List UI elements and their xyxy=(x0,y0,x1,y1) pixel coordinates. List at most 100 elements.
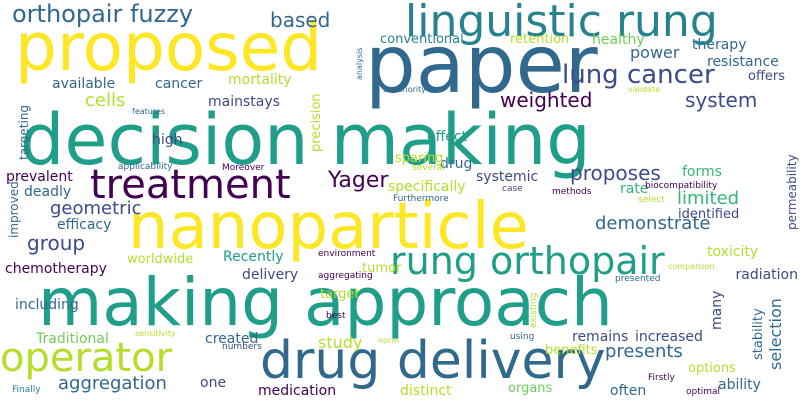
word-treatment: treatment xyxy=(90,162,291,208)
word-demonstrate: demonstrate xyxy=(595,213,711,234)
word-yager: Yager xyxy=(328,168,389,193)
word-resistance: resistance xyxy=(707,54,779,70)
word-retention: retention xyxy=(510,32,570,47)
word-increased: increased xyxy=(635,329,703,345)
word-nanoparticle: nanoparticle xyxy=(128,190,529,264)
word-linguistic-rung: linguistic rung xyxy=(405,0,718,47)
word-including: including xyxy=(15,297,79,313)
word-targeting: targeting xyxy=(17,104,31,160)
word-delivery: delivery xyxy=(242,267,299,283)
word-presents: presents xyxy=(605,341,683,362)
word-mainstays: mainstays xyxy=(208,94,280,110)
word-precision: precision xyxy=(309,93,324,152)
word-ability: ability xyxy=(718,377,761,393)
word-several: several xyxy=(412,163,445,173)
word-methods: methods xyxy=(552,187,592,197)
word-healthy: healthy xyxy=(592,32,645,48)
word-limited: limited xyxy=(677,188,740,209)
word-numbers: numbers xyxy=(222,342,262,352)
word-improved: improved xyxy=(7,181,21,238)
word-using: using xyxy=(510,332,535,342)
word-paper: paper xyxy=(365,18,598,111)
word-tumor: tumor xyxy=(362,261,402,276)
word-medication: medication xyxy=(258,383,337,399)
word-many: many xyxy=(709,290,725,330)
word-group: group xyxy=(27,231,86,255)
word-aggregating: aggregating xyxy=(318,271,373,281)
word-selection: selection xyxy=(766,298,785,370)
word-superiority: superiority xyxy=(383,85,427,94)
word-target: target xyxy=(320,287,360,302)
word-deadly: deadly xyxy=(24,184,72,200)
word-geometric: geometric xyxy=(50,198,142,219)
word-radiation: radiation xyxy=(735,267,798,283)
word-system: system xyxy=(685,88,758,112)
word-proposes: proposes xyxy=(570,161,661,185)
word-rate: rate xyxy=(620,181,649,197)
word-sensitivity: sensitivity xyxy=(135,329,176,338)
word-prevalent: prevalent xyxy=(6,169,73,185)
word-decision-making: decision making xyxy=(20,99,591,181)
word-case: case xyxy=(502,184,523,194)
word-offers: offers xyxy=(748,69,786,84)
word-presented: presented xyxy=(615,274,661,284)
word-lung-cancer: lung cancer xyxy=(562,60,715,90)
word-sparing: sparing xyxy=(395,151,444,166)
word-moreover: Moreover xyxy=(222,163,265,173)
word-power: power xyxy=(630,43,680,62)
word-one: one xyxy=(200,375,227,391)
word-available: available xyxy=(52,76,116,92)
word-effect: effect xyxy=(427,129,468,145)
word-often: often xyxy=(610,383,647,399)
word-high: high xyxy=(152,132,183,148)
word-analysis: analysis xyxy=(355,47,364,80)
word-orthopair-fuzzy: orthopair fuzzy xyxy=(12,0,194,28)
word-stability: stability xyxy=(751,308,766,360)
word-cells: cells xyxy=(85,90,126,111)
word-organs: organs xyxy=(508,381,553,396)
word-identified: identified xyxy=(678,207,740,222)
word-systemic: systemic xyxy=(476,169,539,185)
word-forms: forms xyxy=(682,164,722,180)
word-existing: existing xyxy=(529,292,539,328)
word-study: study xyxy=(318,333,363,352)
word-firstly: Firstly xyxy=(648,373,675,383)
word-drug: drug xyxy=(440,156,473,172)
word-permeability: permeability xyxy=(785,154,799,230)
word-select: select xyxy=(638,195,665,205)
word-norm: norm xyxy=(378,336,399,345)
word-comparison: comparison xyxy=(668,262,715,271)
word-weighted: weighted xyxy=(500,88,593,112)
word-recently: Recently xyxy=(223,249,284,265)
word-options: options xyxy=(688,361,736,376)
word-created: created xyxy=(205,331,259,347)
word-conventional: conventional xyxy=(380,32,464,47)
word-rung-orthopair: rung orthopair xyxy=(390,239,665,283)
word-based: based xyxy=(270,8,331,32)
word-therapy: therapy xyxy=(692,37,747,53)
word-specifically: specifically xyxy=(388,179,466,195)
word-cancer: cancer xyxy=(155,76,203,92)
word-drug-delivery: drug delivery xyxy=(260,331,606,391)
word-toxicity: toxicity xyxy=(707,244,759,260)
word-chemotherapy: chemotherapy xyxy=(5,261,107,277)
word-validate: validate xyxy=(628,85,661,94)
word-traditional: Traditional xyxy=(36,331,109,347)
word-aggregation: aggregation xyxy=(58,373,167,394)
word-optimal: optimal xyxy=(686,387,721,397)
word-biocompatibility: biocompatibility xyxy=(645,181,718,191)
word-benefits: benefits xyxy=(545,343,598,358)
word-furthermore: Furthermore xyxy=(393,194,449,204)
word-remains: remains xyxy=(572,329,629,345)
word-mortality: mortality xyxy=(228,72,292,88)
word-distinct: distinct xyxy=(400,383,452,399)
word-best: best xyxy=(326,311,346,321)
word-finally: Finally xyxy=(12,385,41,395)
word-features: features xyxy=(132,107,166,116)
word-efficacy: efficacy xyxy=(57,217,112,233)
word-proposed: proposed xyxy=(15,9,323,86)
word-making-approach: making approach xyxy=(38,264,613,341)
word-environment: environment xyxy=(318,249,376,259)
word-worldwide: worldwide xyxy=(127,252,194,267)
